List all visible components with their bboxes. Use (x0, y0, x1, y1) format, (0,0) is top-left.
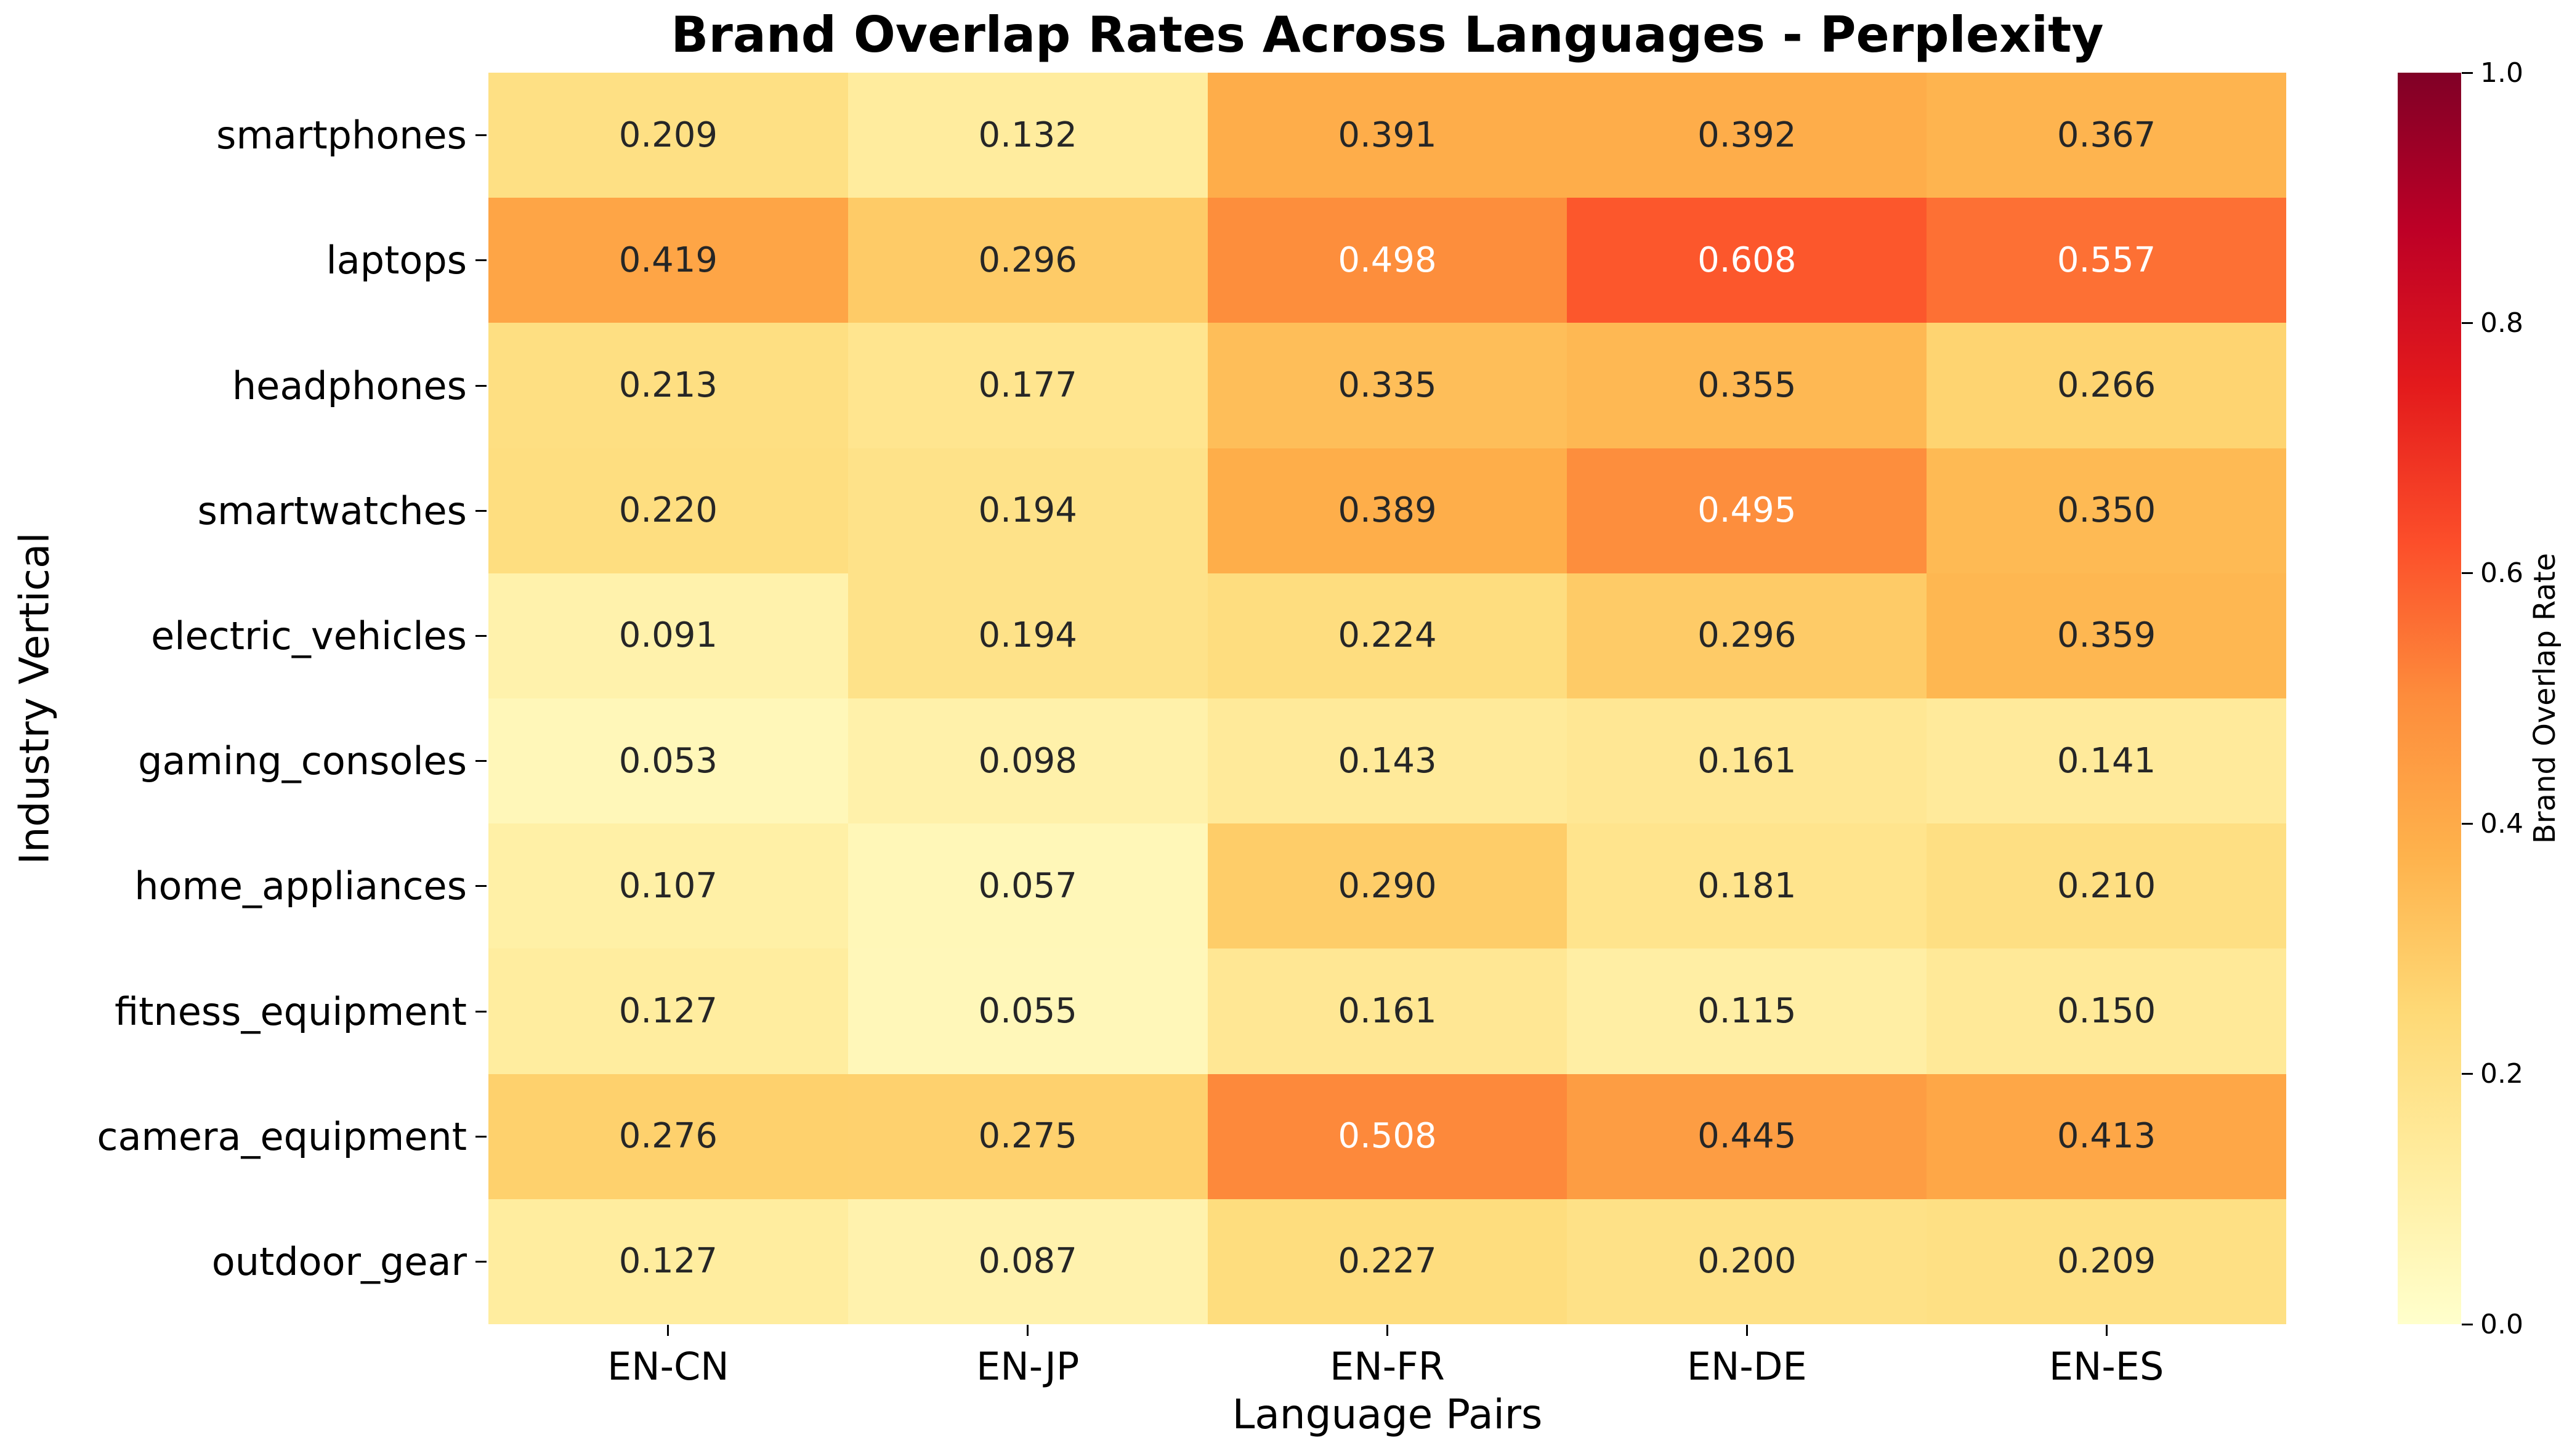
heatmap-cell: 0.053 (488, 698, 848, 824)
x-tick-mark (1745, 1325, 1748, 1336)
x-tick-mark (2105, 1325, 2108, 1336)
heatmap-cell: 0.161 (1567, 698, 1927, 824)
y-tick-label: gaming_consoles (138, 738, 467, 784)
heatmap-cell: 0.445 (1567, 1074, 1927, 1199)
heatmap-cell: 0.087 (847, 1199, 1208, 1324)
heatmap-cell: 0.275 (847, 1074, 1208, 1199)
x-tick-label: EN-DE (1686, 1343, 1807, 1389)
heatmap-cell: 0.143 (1207, 698, 1567, 824)
colorbar-tick-label: 0.6 (2480, 557, 2523, 589)
y-tick-label: outdoor_gear (211, 1239, 467, 1284)
y-tick-label: headphones (232, 363, 467, 408)
heatmap-cell: 0.132 (847, 73, 1208, 198)
y-tick-mark (475, 259, 487, 262)
y-tick-mark (475, 1135, 487, 1138)
heatmap-cell: 0.608 (1567, 198, 1927, 323)
x-tick-mark (1386, 1325, 1388, 1336)
heatmap-cell: 0.557 (1927, 198, 2286, 323)
x-tick-label: EN-JP (976, 1343, 1080, 1389)
y-tick-mark (475, 509, 487, 512)
x-tick-label: EN-ES (2048, 1343, 2164, 1389)
y-tick-label: smartwatches (197, 488, 467, 533)
heatmap-cell: 0.266 (1927, 323, 2286, 448)
heatmap-cell: 0.290 (1207, 823, 1567, 949)
heatmap-cell: 0.367 (1927, 73, 2286, 198)
colorbar-tick-label: 1.0 (2480, 57, 2523, 89)
heatmap-cell: 0.194 (847, 573, 1208, 698)
heatmap-cell: 0.057 (847, 823, 1208, 949)
y-tick-mark (475, 1260, 487, 1263)
colorbar-tick-mark (2462, 822, 2473, 825)
heatmap-cell: 0.498 (1207, 198, 1567, 323)
heatmap-cell: 0.296 (847, 198, 1208, 323)
heatmap-cell: 0.335 (1207, 323, 1567, 448)
chart-title: Brand Overlap Rates Across Languages - P… (671, 6, 2104, 63)
colorbar-tick-mark (2462, 572, 2473, 575)
x-axis-label: Language Pairs (1232, 1391, 1543, 1438)
colorbar-tick-mark (2462, 322, 2473, 324)
colorbar-tick-label: 0.2 (2480, 1058, 2523, 1090)
colorbar-tick-mark (2462, 1073, 2473, 1075)
heatmap-cell: 0.209 (488, 73, 848, 198)
heatmap-cell: 0.392 (1567, 73, 1927, 198)
heatmap-cell: 0.177 (847, 323, 1208, 448)
heatmap-cell: 0.181 (1567, 823, 1927, 949)
heatmap-cell: 0.213 (488, 323, 848, 448)
y-tick-mark (475, 885, 487, 888)
y-tick-label: home_appliances (134, 863, 467, 909)
x-tick-label: EN-FR (1330, 1343, 1445, 1389)
heatmap-cell: 0.350 (1927, 448, 2286, 573)
colorbar-tick-mark (2462, 1323, 2473, 1325)
heatmap-cell: 0.107 (488, 823, 848, 949)
heatmap-cell: 0.495 (1567, 448, 1927, 573)
heatmap-cell: 0.296 (1567, 573, 1927, 698)
heatmap-cell: 0.227 (1207, 1199, 1567, 1324)
heatmap-cell: 0.194 (847, 448, 1208, 573)
heatmap-cell: 0.508 (1207, 1074, 1567, 1199)
heatmap-cell: 0.359 (1927, 573, 2286, 698)
heatmap-cell: 0.224 (1207, 573, 1567, 698)
heatmap-cell: 0.389 (1207, 448, 1567, 573)
y-tick-mark (475, 760, 487, 762)
y-tick-label: laptops (326, 238, 467, 283)
heatmap-cell: 0.210 (1927, 823, 2286, 949)
y-tick-label: fitness_equipment (115, 989, 467, 1034)
x-tick-mark (1027, 1325, 1029, 1336)
heatmap-cell: 0.150 (1927, 948, 2286, 1074)
colorbar-tick-label: 0.0 (2480, 1308, 2523, 1340)
y-axis-label: Industry Vertical (10, 532, 59, 865)
colorbar-gradient (2398, 73, 2461, 1324)
y-tick-mark (475, 1010, 487, 1013)
heatmap-cell: 0.091 (488, 573, 848, 698)
heatmap-cell: 0.413 (1927, 1074, 2286, 1199)
colorbar-tick-label: 0.8 (2480, 307, 2523, 339)
x-tick-mark (667, 1325, 669, 1336)
heatmap-cell: 0.127 (488, 948, 848, 1074)
heatmap-cell: 0.161 (1207, 948, 1567, 1074)
heatmap-cell: 0.355 (1567, 323, 1927, 448)
y-tick-label: smartphones (216, 113, 467, 158)
heatmap-cell: 0.098 (847, 698, 1208, 824)
heatmap-cell: 0.209 (1927, 1199, 2286, 1324)
heatmap-grid: 0.209 0.132 0.391 0.392 0.367 0.419 0.296 0.498… (488, 73, 2286, 1324)
colorbar-tick-label: 0.4 (2480, 807, 2523, 839)
heatmap-cell: 0.220 (488, 448, 848, 573)
heatmap-cell: 0.115 (1567, 948, 1927, 1074)
y-tick-mark (475, 384, 487, 387)
y-tick-label: electric_vehicles (151, 613, 467, 658)
colorbar-label: Brand Overlap Rate (2528, 552, 2562, 844)
colorbar-tick-mark (2462, 71, 2473, 74)
y-tick-mark (475, 634, 487, 637)
heatmap-cell: 0.200 (1567, 1199, 1927, 1324)
heatmap-cell: 0.391 (1207, 73, 1567, 198)
y-tick-label: camera_equipment (97, 1114, 467, 1159)
x-tick-label: EN-CN (607, 1343, 729, 1389)
heatmap-cell: 0.276 (488, 1074, 848, 1199)
heatmap-cell: 0.141 (1927, 698, 2286, 824)
y-tick-mark (475, 134, 487, 137)
heatmap-cell: 0.419 (488, 198, 848, 323)
heatmap-cell: 0.127 (488, 1199, 848, 1324)
heatmap-cell: 0.055 (847, 948, 1208, 1074)
